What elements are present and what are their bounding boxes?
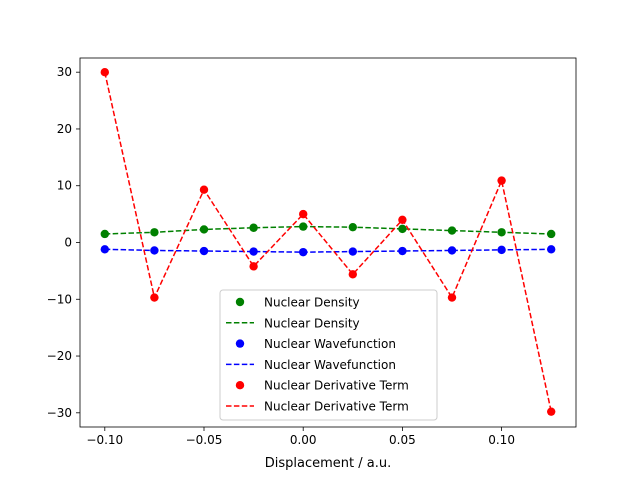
x-tick-label: −0.05 (186, 433, 223, 447)
legend-marker (235, 297, 245, 307)
x-tick-label: 0.10 (488, 433, 515, 447)
legend-label: Nuclear Density (264, 296, 360, 310)
legend: Nuclear Density Nuclear Density Nuclear Wa… (219, 289, 438, 421)
series-line-nuclear-wavefunction (104, 248, 552, 253)
y-tick-label: −10 (47, 292, 72, 306)
legend-entry: Nuclear Density (226, 316, 360, 330)
data-point-nuclear-density (398, 224, 407, 234)
legend-entry: Nuclear Derivative Term (226, 400, 409, 414)
legend-entry: Nuclear Wavefunction (235, 337, 396, 351)
data-point-nuclear-derivative-term (447, 293, 457, 302)
legend-entry: Nuclear Wavefunction (226, 358, 396, 372)
legend-box (219, 289, 438, 421)
data-point-nuclear-derivative-term (199, 185, 209, 194)
data-point-nuclear-wavefunction (398, 246, 407, 256)
data-point-nuclear-wavefunction (447, 246, 457, 255)
legend-label: Nuclear Derivative Term (264, 400, 409, 414)
data-point-nuclear-density (447, 226, 457, 235)
data-point-nuclear-density (150, 228, 159, 237)
legend-label: Nuclear Wavefunction (264, 358, 396, 372)
x-tick-label: 0.05 (389, 433, 416, 447)
data-point-nuclear-derivative-term (299, 209, 308, 219)
y-tick-label: 10 (57, 179, 72, 193)
plot-area (79, 57, 577, 428)
x-tick-label: −0.10 (86, 433, 123, 447)
legend-label: Nuclear Wavefunction (264, 337, 396, 351)
x-axis-label: Displacement / a.u. (265, 456, 391, 471)
y-tick-label: 0 (64, 236, 72, 250)
data-point-nuclear-derivative-term (100, 67, 110, 77)
y-tick-label: 30 (57, 65, 72, 79)
data-point-nuclear-density (497, 228, 506, 237)
series-layer (100, 67, 556, 416)
legend-entry: Nuclear Density (235, 296, 360, 310)
legend-label: Nuclear Density (264, 316, 360, 330)
data-point-nuclear-wavefunction (150, 246, 159, 255)
y-tick-label: −30 (47, 406, 72, 420)
data-point-nuclear-derivative-term (547, 407, 556, 416)
series-line-nuclear-density (104, 225, 552, 235)
data-point-nuclear-derivative-term (398, 215, 407, 224)
y-tick-label: 20 (57, 122, 72, 136)
data-point-nuclear-density (249, 223, 258, 232)
legend-marker (235, 381, 245, 390)
data-point-nuclear-density (199, 225, 209, 234)
data-point-nuclear-wavefunction (100, 245, 110, 254)
y-tick-label: −20 (47, 349, 72, 363)
data-point-nuclear-density (299, 222, 308, 231)
data-point-nuclear-derivative-term (249, 262, 258, 271)
data-point-nuclear-density (547, 229, 556, 239)
data-point-nuclear-wavefunction (497, 245, 506, 255)
data-point-nuclear-wavefunction (348, 247, 357, 256)
data-point-nuclear-wavefunction (299, 247, 308, 257)
data-point-nuclear-derivative-term (348, 270, 357, 279)
x-axis-ticks: −0.10 −0.05 0.00 0.05 0.10 (86, 427, 515, 447)
x-tick-label: 0.00 (290, 433, 317, 447)
legend-label: Nuclear Derivative Term (264, 379, 409, 393)
legend-marker (235, 339, 245, 348)
data-point-nuclear-wavefunction (547, 245, 556, 254)
data-point-nuclear-derivative-term (497, 176, 506, 185)
data-point-nuclear-density (348, 222, 357, 232)
data-point-nuclear-wavefunction (249, 247, 258, 256)
data-point-nuclear-wavefunction (199, 246, 209, 256)
y-axis-ticks: 30 20 10 0 −10 −20 −30 (47, 65, 80, 420)
data-point-nuclear-density (100, 229, 110, 239)
legend-entry: Nuclear Derivative Term (235, 379, 409, 393)
data-point-nuclear-derivative-term (150, 293, 159, 302)
